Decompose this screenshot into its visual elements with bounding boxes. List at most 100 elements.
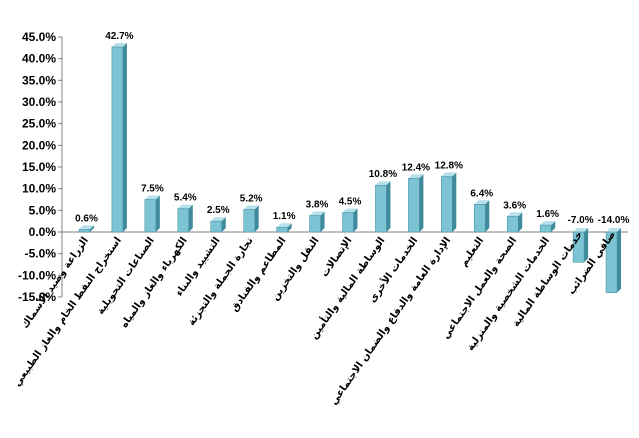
data-label: 4.5% xyxy=(339,197,362,208)
y-tick-label: 15.0% xyxy=(22,160,56,174)
category-label: الإدارة العامة والدفاع والضمان الاجتماعي xyxy=(328,235,453,407)
bar-front xyxy=(441,176,453,233)
data-label: -7.0% xyxy=(568,215,594,226)
bar xyxy=(474,200,490,233)
y-tick-label: 10.0% xyxy=(22,182,56,196)
bar xyxy=(243,205,259,233)
bar xyxy=(605,228,622,293)
bar-top xyxy=(408,174,424,179)
bar-front xyxy=(177,208,190,233)
bar-side xyxy=(188,204,193,232)
bar xyxy=(309,211,325,233)
bar-side xyxy=(122,42,127,232)
bar-side xyxy=(617,228,622,293)
bar-front xyxy=(474,204,486,233)
data-label: 42.7% xyxy=(105,31,133,42)
bar-side xyxy=(518,212,523,232)
bar-side xyxy=(419,174,424,232)
data-label: -14.0% xyxy=(598,215,630,226)
bar-side xyxy=(353,208,358,232)
bar-front xyxy=(605,231,618,293)
bar xyxy=(144,195,160,233)
y-tick-label: -15.0% xyxy=(18,290,56,304)
y-tick-label: -10.0% xyxy=(18,268,56,282)
bar xyxy=(177,204,193,233)
bar-front xyxy=(539,224,552,233)
y-tick-label: 20.0% xyxy=(22,138,56,152)
data-label: 10.8% xyxy=(369,169,397,180)
data-label: 1.6% xyxy=(536,209,559,220)
bar-front xyxy=(342,212,354,233)
y-tick-label: 0.0% xyxy=(29,225,57,239)
bar-side xyxy=(287,223,292,232)
bar xyxy=(539,221,556,233)
data-label: 12.8% xyxy=(435,161,463,172)
bar-front xyxy=(375,184,387,233)
bar-top xyxy=(309,211,325,216)
bar xyxy=(78,225,94,233)
bar-top xyxy=(210,217,226,222)
y-tick-label: -5.0% xyxy=(25,247,57,261)
category-label: الصناعات التحويلية xyxy=(95,235,157,316)
bar-front xyxy=(506,216,519,233)
bar-side xyxy=(386,181,391,232)
data-label: 1.1% xyxy=(273,211,296,222)
bar-top xyxy=(144,195,160,200)
y-tick-label: 30.0% xyxy=(22,95,56,109)
category-label: تجارة الجملة والتجزئة xyxy=(186,235,256,328)
data-label: 2.5% xyxy=(207,205,230,216)
data-label: 0.6% xyxy=(75,213,98,224)
bar-side xyxy=(221,217,226,232)
bar-side xyxy=(584,228,589,263)
bar-top xyxy=(474,200,490,205)
bar-front xyxy=(144,199,157,233)
bar-side xyxy=(155,195,160,232)
data-label: 12.4% xyxy=(402,162,430,173)
bar-top xyxy=(507,212,523,217)
bar-top xyxy=(606,228,622,232)
data-label: 3.8% xyxy=(306,200,329,211)
bar-side xyxy=(452,172,457,232)
bar-side xyxy=(485,200,490,232)
bar-side xyxy=(551,221,556,232)
bar-top xyxy=(243,205,259,210)
y-tick-label: 45.0% xyxy=(22,30,56,44)
bar-top xyxy=(78,225,94,230)
bar-top xyxy=(441,172,457,177)
bar-top xyxy=(342,208,358,213)
category-label: التعليم xyxy=(458,235,486,268)
bar-front xyxy=(243,209,255,233)
bar xyxy=(572,228,589,263)
y-tick-label: 40.0% xyxy=(22,52,56,66)
data-label: 5.4% xyxy=(174,193,197,204)
bar-front xyxy=(276,226,288,233)
bar-side xyxy=(254,205,259,232)
bar-front xyxy=(309,215,321,233)
bar-top xyxy=(540,221,556,226)
y-axis: 45.0% 40.0% 35.0% 30.0% 25.0% 20.0% 15.0% 10.0%… xyxy=(18,30,628,304)
bars xyxy=(78,42,622,293)
data-labels: 0.6% 42.7% 7.5% 5.4% 2.5% 5.2% 1.1% 3.8% 4.5% 10.… xyxy=(75,31,629,226)
bar-front xyxy=(572,231,585,263)
bar xyxy=(506,212,523,233)
bar xyxy=(111,42,127,233)
bar xyxy=(375,181,391,233)
bar-front xyxy=(78,229,91,233)
bar xyxy=(441,172,457,233)
bar-front xyxy=(111,46,124,233)
bar-side xyxy=(89,225,94,232)
bar xyxy=(276,223,292,233)
y-tick-label: 35.0% xyxy=(22,73,56,87)
bar-top xyxy=(276,223,292,228)
bar-top xyxy=(573,228,589,232)
bar-front xyxy=(210,220,222,233)
data-label: 6.4% xyxy=(470,188,493,199)
bar-front xyxy=(408,178,420,233)
data-label: 5.2% xyxy=(240,193,263,204)
data-label: 7.5% xyxy=(141,184,164,195)
bar xyxy=(408,174,424,233)
bar-side xyxy=(320,211,325,232)
